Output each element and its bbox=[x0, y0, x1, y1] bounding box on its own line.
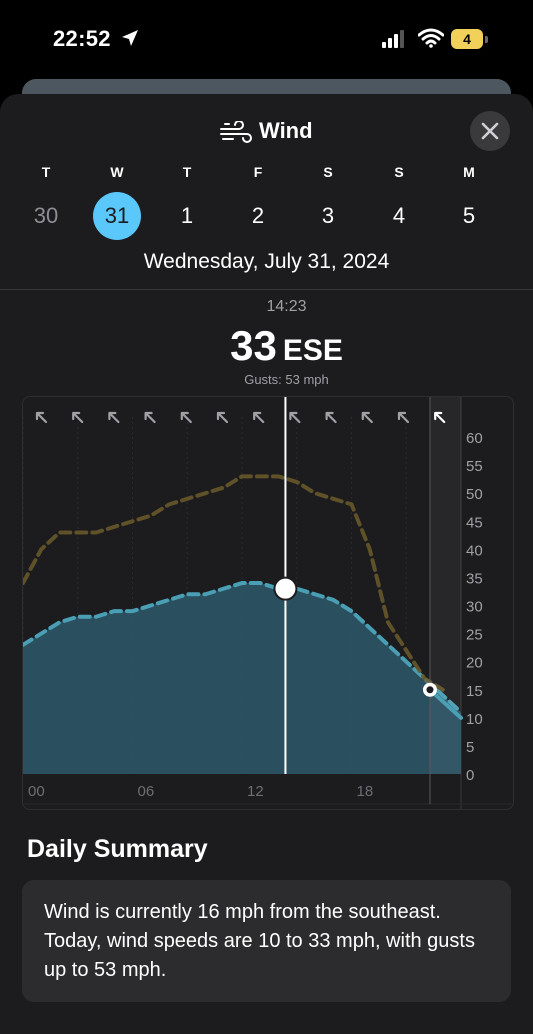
sheet-header: Wind bbox=[0, 94, 533, 164]
day-number: 1 bbox=[180, 203, 194, 228]
day-0[interactable]: T 30 bbox=[16, 162, 76, 240]
sheet-title: Wind bbox=[259, 118, 313, 143]
wind-sheet: Wind T 30 W 31 T 1 F 2 S 3 S 4 M 5 Wednesday, July 31… bbox=[0, 94, 533, 1034]
direction-arrow-icon bbox=[289, 411, 301, 424]
now-marker-center bbox=[426, 686, 434, 694]
summary-text: Wind is currently 16 mph from the southe… bbox=[44, 901, 475, 981]
x-tick-label: 12 bbox=[247, 783, 264, 800]
summary-card: Wind is currently 16 mph from the southe… bbox=[22, 880, 511, 1002]
cursor-point bbox=[273, 576, 298, 601]
x-tick-label: 06 bbox=[138, 783, 155, 800]
y-tick-label: 15 bbox=[466, 683, 483, 700]
direction-arrow-icon bbox=[180, 411, 192, 424]
wind-chart[interactable]: 60 55 50 45 40 35 30 25 20 15 10 5 0 00 06 12 18 bbox=[22, 396, 514, 810]
day-number: 5 bbox=[462, 203, 476, 228]
y-tick-label: 35 bbox=[466, 570, 483, 587]
y-tick-label: 10 bbox=[466, 711, 483, 728]
y-tick-label: 30 bbox=[466, 599, 483, 616]
y-tick-label: 5 bbox=[466, 739, 474, 756]
divider bbox=[0, 289, 533, 290]
direction-arrow-icon bbox=[144, 411, 156, 424]
direction-arrow-icon bbox=[72, 411, 84, 424]
day-letter: T bbox=[182, 164, 192, 180]
status-bar: 22:52 4 bbox=[0, 0, 533, 80]
direction-arrow-icon bbox=[361, 411, 373, 424]
direction-arrow-icon bbox=[325, 411, 337, 424]
battery-icon: 4 bbox=[451, 29, 489, 50]
y-tick-label: 20 bbox=[466, 655, 483, 672]
day-letter: W bbox=[110, 164, 124, 180]
direction-arrow-icon bbox=[35, 411, 48, 424]
wind-direction: ESE bbox=[282, 334, 343, 367]
close-icon bbox=[481, 122, 499, 140]
direction-arrow-icon bbox=[108, 411, 120, 424]
battery-level: 4 bbox=[451, 29, 483, 49]
day-letter: F bbox=[253, 164, 263, 180]
readout-main: 33 ESE bbox=[0, 322, 533, 370]
day-number: 4 bbox=[392, 203, 406, 228]
day-letter: M bbox=[463, 164, 475, 180]
day-letter: S bbox=[323, 164, 333, 180]
y-tick-label: 25 bbox=[466, 627, 483, 644]
direction-arrow-icon bbox=[434, 411, 446, 424]
y-tick-label: 55 bbox=[466, 458, 483, 475]
day-number: 3 bbox=[321, 203, 335, 228]
gust-line bbox=[23, 474, 445, 692]
day-number: 30 bbox=[33, 203, 59, 228]
y-tick-label: 40 bbox=[466, 542, 483, 559]
wind-speed: 33 bbox=[230, 322, 277, 369]
day-number: 2 bbox=[251, 203, 265, 228]
battery-tip bbox=[485, 36, 488, 43]
y-tick-label: 50 bbox=[466, 486, 483, 503]
close-button[interactable] bbox=[470, 111, 510, 151]
x-tick-label: 18 bbox=[357, 783, 374, 800]
wind-icon bbox=[220, 121, 252, 143]
direction-arrow-icon bbox=[216, 411, 229, 424]
day-1[interactable]: W 31 bbox=[87, 162, 147, 240]
selected-date: Wednesday, July 31, 2024 bbox=[143, 250, 390, 273]
wind-line bbox=[23, 581, 463, 715]
day-picker: T 30 W 31 T 1 F 2 S 3 S 4 M 5 bbox=[0, 162, 533, 242]
day-letter: T bbox=[41, 164, 51, 180]
gusts-label: Gusts: 53 mph bbox=[244, 372, 329, 387]
wind-area bbox=[23, 583, 461, 774]
y-tick-label: 0 bbox=[466, 767, 474, 784]
readout-time: 14:23 bbox=[266, 298, 307, 315]
x-tick-label: 00 bbox=[28, 783, 45, 800]
summary-heading: Daily Summary bbox=[27, 835, 208, 863]
day-letter: S bbox=[394, 164, 404, 180]
y-tick-label: 60 bbox=[466, 430, 483, 447]
location-arrow-icon bbox=[122, 30, 138, 46]
wifi-icon bbox=[418, 28, 444, 48]
direction-arrow-icon bbox=[253, 411, 265, 424]
status-time: 22:52 bbox=[53, 26, 111, 51]
direction-arrow-icon bbox=[397, 411, 410, 424]
future-shade bbox=[429, 397, 461, 774]
cellular-signal-icon bbox=[382, 30, 404, 48]
y-tick-label: 45 bbox=[466, 514, 483, 531]
day-number: 31 bbox=[93, 192, 141, 240]
